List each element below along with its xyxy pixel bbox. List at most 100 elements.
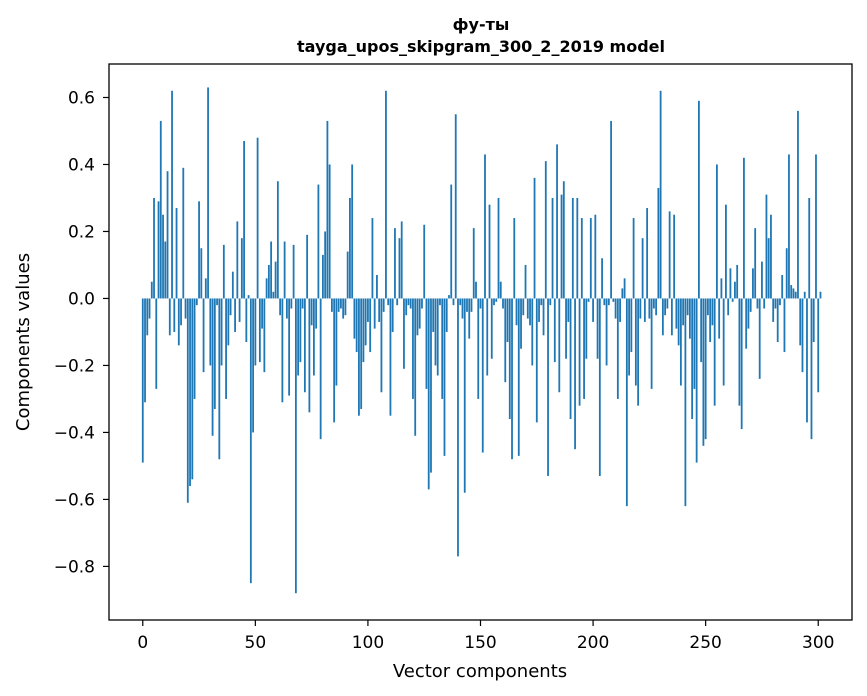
bar-150 <box>479 298 482 309</box>
bar-46 <box>245 298 248 342</box>
bar-203 <box>598 298 601 476</box>
bar-147 <box>472 228 475 299</box>
bar-62 <box>281 298 284 403</box>
bar-258 <box>722 298 725 386</box>
bar-256 <box>718 298 721 339</box>
bar-267 <box>743 157 745 299</box>
bar-83 <box>328 164 331 299</box>
bar-272 <box>754 228 757 299</box>
bar-220 <box>637 298 640 406</box>
bar-212 <box>619 298 621 322</box>
bar-136 <box>448 295 450 299</box>
bar-111 <box>391 298 394 332</box>
bar-70 <box>299 298 302 363</box>
bar-230 <box>659 90 662 299</box>
bar-59 <box>274 261 277 299</box>
bar-153 <box>486 298 489 376</box>
y-axis-ticks: −0.8 −0.6 −0.4 −0.2 0.0 0.2 0.4 0.6 <box>54 88 109 577</box>
bar-142 <box>461 298 464 319</box>
bar-289 <box>792 288 795 299</box>
plot-area-frame <box>108 63 853 621</box>
bar-278 <box>767 238 770 299</box>
bar-91 <box>346 251 349 299</box>
bar-130 <box>434 298 437 366</box>
bar-249 <box>702 298 705 446</box>
bar-155 <box>490 298 493 359</box>
bar-300 <box>817 298 820 393</box>
bar-92 <box>349 197 351 299</box>
bar-280 <box>772 298 775 322</box>
y-tick-label: 0.6 <box>68 88 95 108</box>
bar-214 <box>623 278 626 299</box>
bar-226 <box>650 298 653 389</box>
bar-275 <box>761 261 763 299</box>
y-tick-label: −0.2 <box>54 356 95 376</box>
bar-31 <box>211 298 214 436</box>
bar-72 <box>303 298 306 393</box>
bar-250 <box>704 298 707 440</box>
bar-12 <box>168 298 171 336</box>
bar-16 <box>177 298 180 346</box>
bar-122 <box>416 298 419 336</box>
bar-274 <box>758 298 761 379</box>
bar-204 <box>601 258 603 299</box>
bar-67 <box>292 244 295 299</box>
bar-191 <box>571 197 574 299</box>
bar-254 <box>713 298 716 406</box>
x-tick-label: 50 <box>245 633 267 653</box>
bar-100 <box>367 298 369 322</box>
bar-285 <box>783 298 786 353</box>
bar-238 <box>677 298 680 346</box>
bar-102 <box>371 218 374 299</box>
bar-76 <box>312 298 315 376</box>
bar-281 <box>774 298 777 309</box>
bar-177 <box>540 298 543 306</box>
bar-211 <box>616 298 619 399</box>
bar-108 <box>385 90 387 299</box>
bar-239 <box>679 298 682 386</box>
bar-168 <box>520 298 522 349</box>
bar-37 <box>225 298 227 399</box>
bar-257 <box>720 278 723 299</box>
bar-30 <box>209 298 212 366</box>
bar-80 <box>321 254 324 299</box>
y-tick-label: 0.4 <box>68 155 95 175</box>
bar-232 <box>664 298 667 316</box>
bar-180 <box>547 298 549 476</box>
bar-149 <box>477 298 480 399</box>
bar-139 <box>454 114 457 299</box>
bar-53 <box>261 298 263 329</box>
bar-187 <box>562 181 565 299</box>
x-tick-label: 100 <box>352 633 384 653</box>
bar-287 <box>788 154 790 299</box>
bar-99 <box>364 298 367 346</box>
bar-294 <box>803 291 806 299</box>
bar-71 <box>301 298 304 309</box>
bar-87 <box>337 298 340 312</box>
bar-98 <box>362 298 365 363</box>
bar-64 <box>285 298 288 319</box>
bar-174 <box>533 177 536 299</box>
bar-270 <box>749 298 752 312</box>
bar-1 <box>144 298 146 403</box>
bar-42 <box>236 221 239 299</box>
bar-246 <box>695 298 698 463</box>
bar-154 <box>488 204 491 299</box>
bar-215 <box>625 298 628 507</box>
y-tick-label: −0.4 <box>54 423 95 443</box>
bar-23 <box>193 298 196 399</box>
bar-146 <box>470 298 473 312</box>
bar-288 <box>790 285 793 299</box>
bar-52 <box>258 298 261 363</box>
bar-79 <box>319 298 322 440</box>
bar-233 <box>666 298 669 309</box>
bar-66 <box>290 298 293 309</box>
bar-229 <box>657 187 660 299</box>
bar-10 <box>164 241 167 299</box>
bars-group <box>141 87 822 594</box>
bar-276 <box>763 298 766 309</box>
bar-181 <box>549 298 552 306</box>
bar-4 <box>150 281 153 299</box>
bar-48 <box>249 298 252 584</box>
bar-128 <box>430 298 432 473</box>
